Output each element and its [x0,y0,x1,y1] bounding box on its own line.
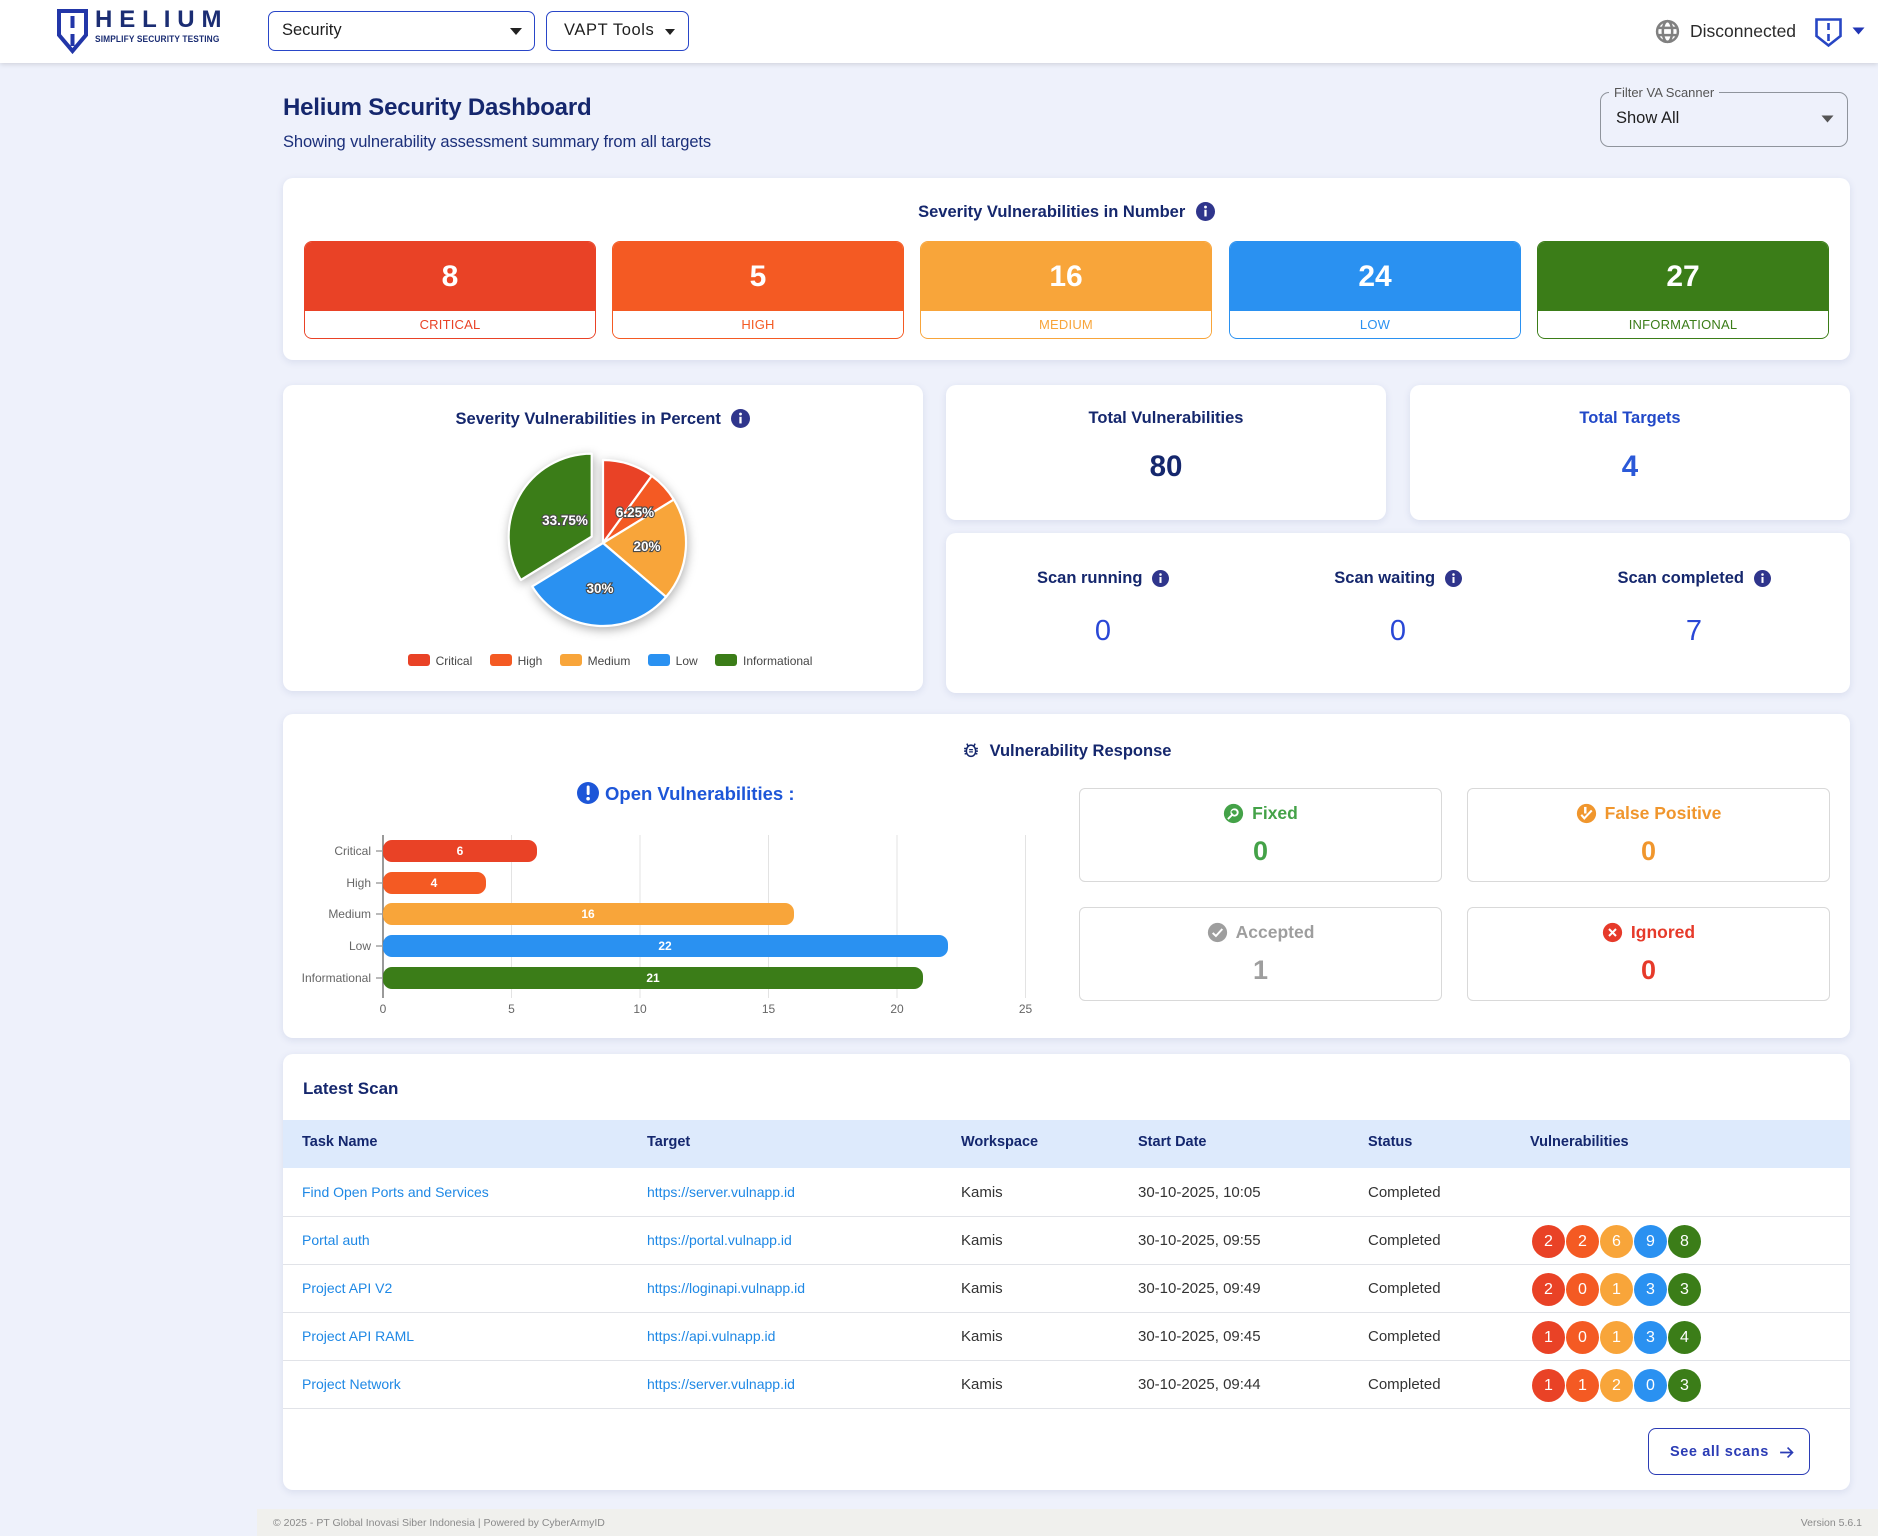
svg-text:Medium: Medium [328,907,371,921]
svg-text:Informational: Informational [302,971,371,985]
svg-text:15: 15 [762,1002,776,1016]
svg-text:6.25%: 6.25% [616,505,654,520]
svg-text:Low: Low [349,939,371,953]
svg-text:Critical: Critical [334,844,371,858]
svg-text:21: 21 [646,971,660,985]
svg-text:25: 25 [1019,1002,1033,1016]
svg-text:20: 20 [890,1002,904,1016]
svg-text:5: 5 [508,1002,515,1016]
svg-text:10: 10 [633,1002,647,1016]
svg-text:4: 4 [431,876,438,890]
svg-text:30%: 30% [586,581,613,596]
svg-text:Open Vulnerabilities :: Open Vulnerabilities : [605,783,795,804]
svg-text:22: 22 [658,939,672,953]
svg-text:16: 16 [581,907,595,921]
svg-text:High: High [346,876,371,890]
svg-text:6: 6 [457,844,464,858]
svg-text:33.75%: 33.75% [542,513,588,528]
svg-text:20%: 20% [633,539,660,554]
svg-text:0: 0 [380,1002,387,1016]
